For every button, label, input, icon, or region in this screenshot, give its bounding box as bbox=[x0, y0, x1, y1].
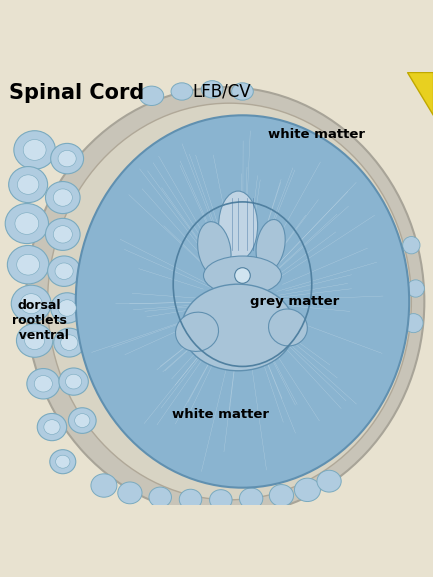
Ellipse shape bbox=[179, 489, 202, 509]
Text: dorsal
rootlets
  ventral: dorsal rootlets ventral bbox=[10, 299, 68, 343]
Ellipse shape bbox=[34, 376, 52, 392]
Ellipse shape bbox=[175, 312, 219, 351]
Ellipse shape bbox=[51, 293, 84, 323]
Ellipse shape bbox=[44, 419, 60, 434]
Ellipse shape bbox=[54, 328, 85, 357]
Ellipse shape bbox=[14, 131, 55, 169]
Ellipse shape bbox=[58, 151, 76, 167]
Circle shape bbox=[404, 314, 423, 333]
Text: LFB/CV: LFB/CV bbox=[193, 83, 251, 101]
Ellipse shape bbox=[45, 182, 80, 213]
Ellipse shape bbox=[55, 455, 70, 468]
Ellipse shape bbox=[9, 167, 48, 203]
Ellipse shape bbox=[139, 86, 164, 106]
Ellipse shape bbox=[61, 335, 78, 350]
Ellipse shape bbox=[239, 488, 263, 509]
Ellipse shape bbox=[16, 324, 53, 357]
Ellipse shape bbox=[11, 285, 51, 322]
Ellipse shape bbox=[25, 331, 45, 350]
Ellipse shape bbox=[76, 115, 409, 488]
Circle shape bbox=[235, 268, 250, 283]
Ellipse shape bbox=[15, 213, 39, 234]
Ellipse shape bbox=[149, 487, 171, 507]
Ellipse shape bbox=[59, 368, 88, 395]
Ellipse shape bbox=[197, 222, 231, 278]
Ellipse shape bbox=[232, 83, 253, 100]
Ellipse shape bbox=[55, 263, 73, 279]
Ellipse shape bbox=[219, 191, 258, 260]
Ellipse shape bbox=[7, 245, 49, 284]
Ellipse shape bbox=[50, 449, 76, 474]
Ellipse shape bbox=[17, 175, 39, 194]
Ellipse shape bbox=[26, 87, 424, 516]
Ellipse shape bbox=[45, 218, 80, 250]
Ellipse shape bbox=[256, 219, 285, 271]
Ellipse shape bbox=[171, 83, 193, 100]
Ellipse shape bbox=[58, 300, 76, 316]
Ellipse shape bbox=[27, 369, 60, 399]
Text: white matter: white matter bbox=[268, 128, 365, 141]
Text: grey matter: grey matter bbox=[250, 295, 339, 308]
Circle shape bbox=[403, 237, 420, 254]
Ellipse shape bbox=[53, 226, 72, 243]
Ellipse shape bbox=[182, 284, 294, 371]
Ellipse shape bbox=[294, 478, 320, 501]
Text: white matter: white matter bbox=[172, 407, 269, 421]
Ellipse shape bbox=[201, 81, 223, 98]
Ellipse shape bbox=[317, 470, 341, 492]
Ellipse shape bbox=[269, 485, 294, 507]
Ellipse shape bbox=[23, 140, 46, 160]
Ellipse shape bbox=[118, 482, 142, 504]
Ellipse shape bbox=[91, 474, 117, 497]
Ellipse shape bbox=[204, 256, 281, 295]
Ellipse shape bbox=[68, 408, 96, 433]
Ellipse shape bbox=[74, 414, 90, 428]
Ellipse shape bbox=[210, 490, 232, 510]
Ellipse shape bbox=[48, 103, 411, 500]
Text: Spinal Cord: Spinal Cord bbox=[9, 83, 144, 103]
Ellipse shape bbox=[268, 309, 307, 346]
Ellipse shape bbox=[51, 143, 84, 174]
Ellipse shape bbox=[5, 204, 48, 243]
Ellipse shape bbox=[48, 256, 81, 286]
Ellipse shape bbox=[65, 374, 82, 389]
Ellipse shape bbox=[37, 414, 67, 441]
Ellipse shape bbox=[17, 254, 39, 275]
Circle shape bbox=[407, 280, 424, 297]
Ellipse shape bbox=[53, 189, 72, 206]
Ellipse shape bbox=[20, 294, 42, 314]
Polygon shape bbox=[407, 72, 433, 115]
